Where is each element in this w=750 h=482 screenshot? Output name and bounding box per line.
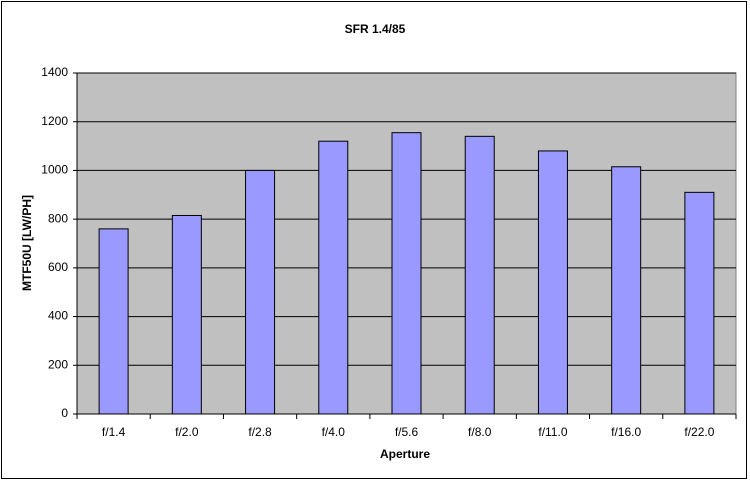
x-axis-label: Aperture xyxy=(380,447,430,461)
bar xyxy=(684,191,715,415)
y-tick-label: 400 xyxy=(48,309,68,323)
x-tick-label: f/22.0 xyxy=(684,425,714,439)
bar xyxy=(464,135,495,415)
y-tick-label: 600 xyxy=(48,260,68,274)
y-tick-label: 1200 xyxy=(41,114,68,128)
x-tick-label: f/11.0 xyxy=(538,425,567,439)
bar xyxy=(537,150,568,415)
x-tick-label: f/2.8 xyxy=(248,425,272,439)
bar xyxy=(245,169,276,415)
x-tick-label: f/4.0 xyxy=(322,425,346,439)
bar xyxy=(98,228,129,415)
bar xyxy=(318,140,349,415)
x-tick-label: f/8.0 xyxy=(468,425,492,439)
bar xyxy=(171,214,202,415)
chart-title: SFR 1.4/85 xyxy=(345,22,406,36)
x-tick-label: f/2.0 xyxy=(175,425,199,439)
bar xyxy=(611,166,642,415)
y-tick-label: 0 xyxy=(61,406,68,420)
y-tick-label: 1000 xyxy=(41,163,68,177)
y-tick-label: 200 xyxy=(48,357,68,371)
y-tick-label: 1400 xyxy=(41,65,68,79)
x-tick-label: f/5.6 xyxy=(395,425,419,439)
x-tick-label: f/1.4 xyxy=(102,425,126,439)
bar xyxy=(391,132,422,415)
y-tick-label: 800 xyxy=(48,211,68,225)
y-axis-label: MTF50U [LW/PH] xyxy=(20,195,34,291)
x-tick-label: f/16.0 xyxy=(611,425,641,439)
